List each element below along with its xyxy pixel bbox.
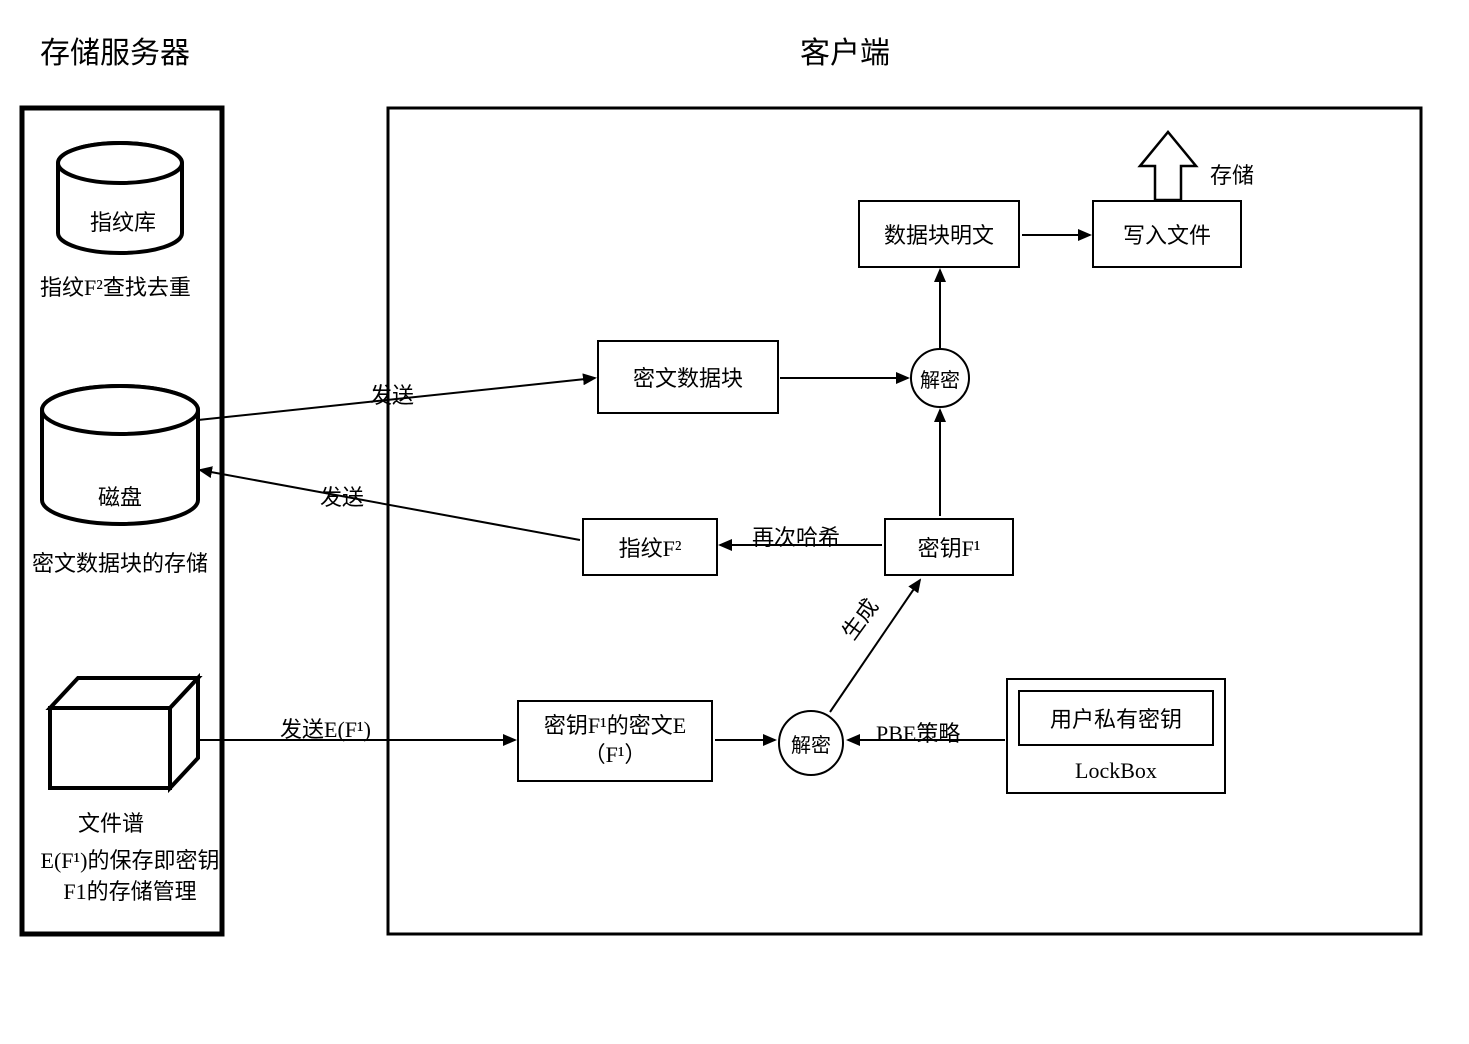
edge-send-cipher: 发送 bbox=[370, 378, 414, 410]
edge-send-ef1: 发送E(F¹) bbox=[280, 712, 371, 744]
lockbox-outer-label: LockBox bbox=[1008, 752, 1224, 794]
key-ciphertext-node: 密钥F¹的密文E（F¹） bbox=[517, 700, 713, 782]
storage-label: 存储 bbox=[1210, 158, 1254, 190]
decrypt-top-node: 解密 bbox=[910, 348, 970, 408]
file-spectrum-caption: E(F¹)的保存即密钥 F1的存储管理 bbox=[30, 846, 230, 908]
fingerprint-f2-node: 指纹F² bbox=[582, 518, 718, 576]
edge-send-fp: 发送 bbox=[320, 480, 364, 512]
decrypt-bottom-node: 解密 bbox=[778, 710, 844, 776]
disk-caption: 密文数据块的存储 bbox=[32, 546, 208, 578]
fingerprint-db-caption: 指纹F²查找去重 bbox=[40, 270, 191, 302]
ciphertext-block-node: 密文数据块 bbox=[597, 340, 779, 414]
fingerprint-db-label: 指纹库 bbox=[90, 205, 156, 237]
key-f1-node: 密钥F¹ bbox=[884, 518, 1014, 576]
lockbox-inner-label: 用户私有密钥 bbox=[1018, 690, 1214, 746]
edge-pbe: PBE策略 bbox=[876, 716, 960, 748]
edge-generate: 生成 bbox=[833, 591, 885, 645]
plaintext-block-node: 数据块明文 bbox=[858, 200, 1020, 268]
edge-rehash: 再次哈希 bbox=[752, 520, 840, 552]
lockbox-node: 用户私有密钥 LockBox bbox=[1006, 678, 1226, 794]
write-file-node: 写入文件 bbox=[1092, 200, 1242, 268]
disk-label: 磁盘 bbox=[98, 480, 142, 512]
file-spectrum-label: 文件谱 bbox=[78, 806, 144, 838]
server-title: 存储服务器 bbox=[40, 28, 190, 72]
client-title: 客户端 bbox=[800, 28, 890, 72]
